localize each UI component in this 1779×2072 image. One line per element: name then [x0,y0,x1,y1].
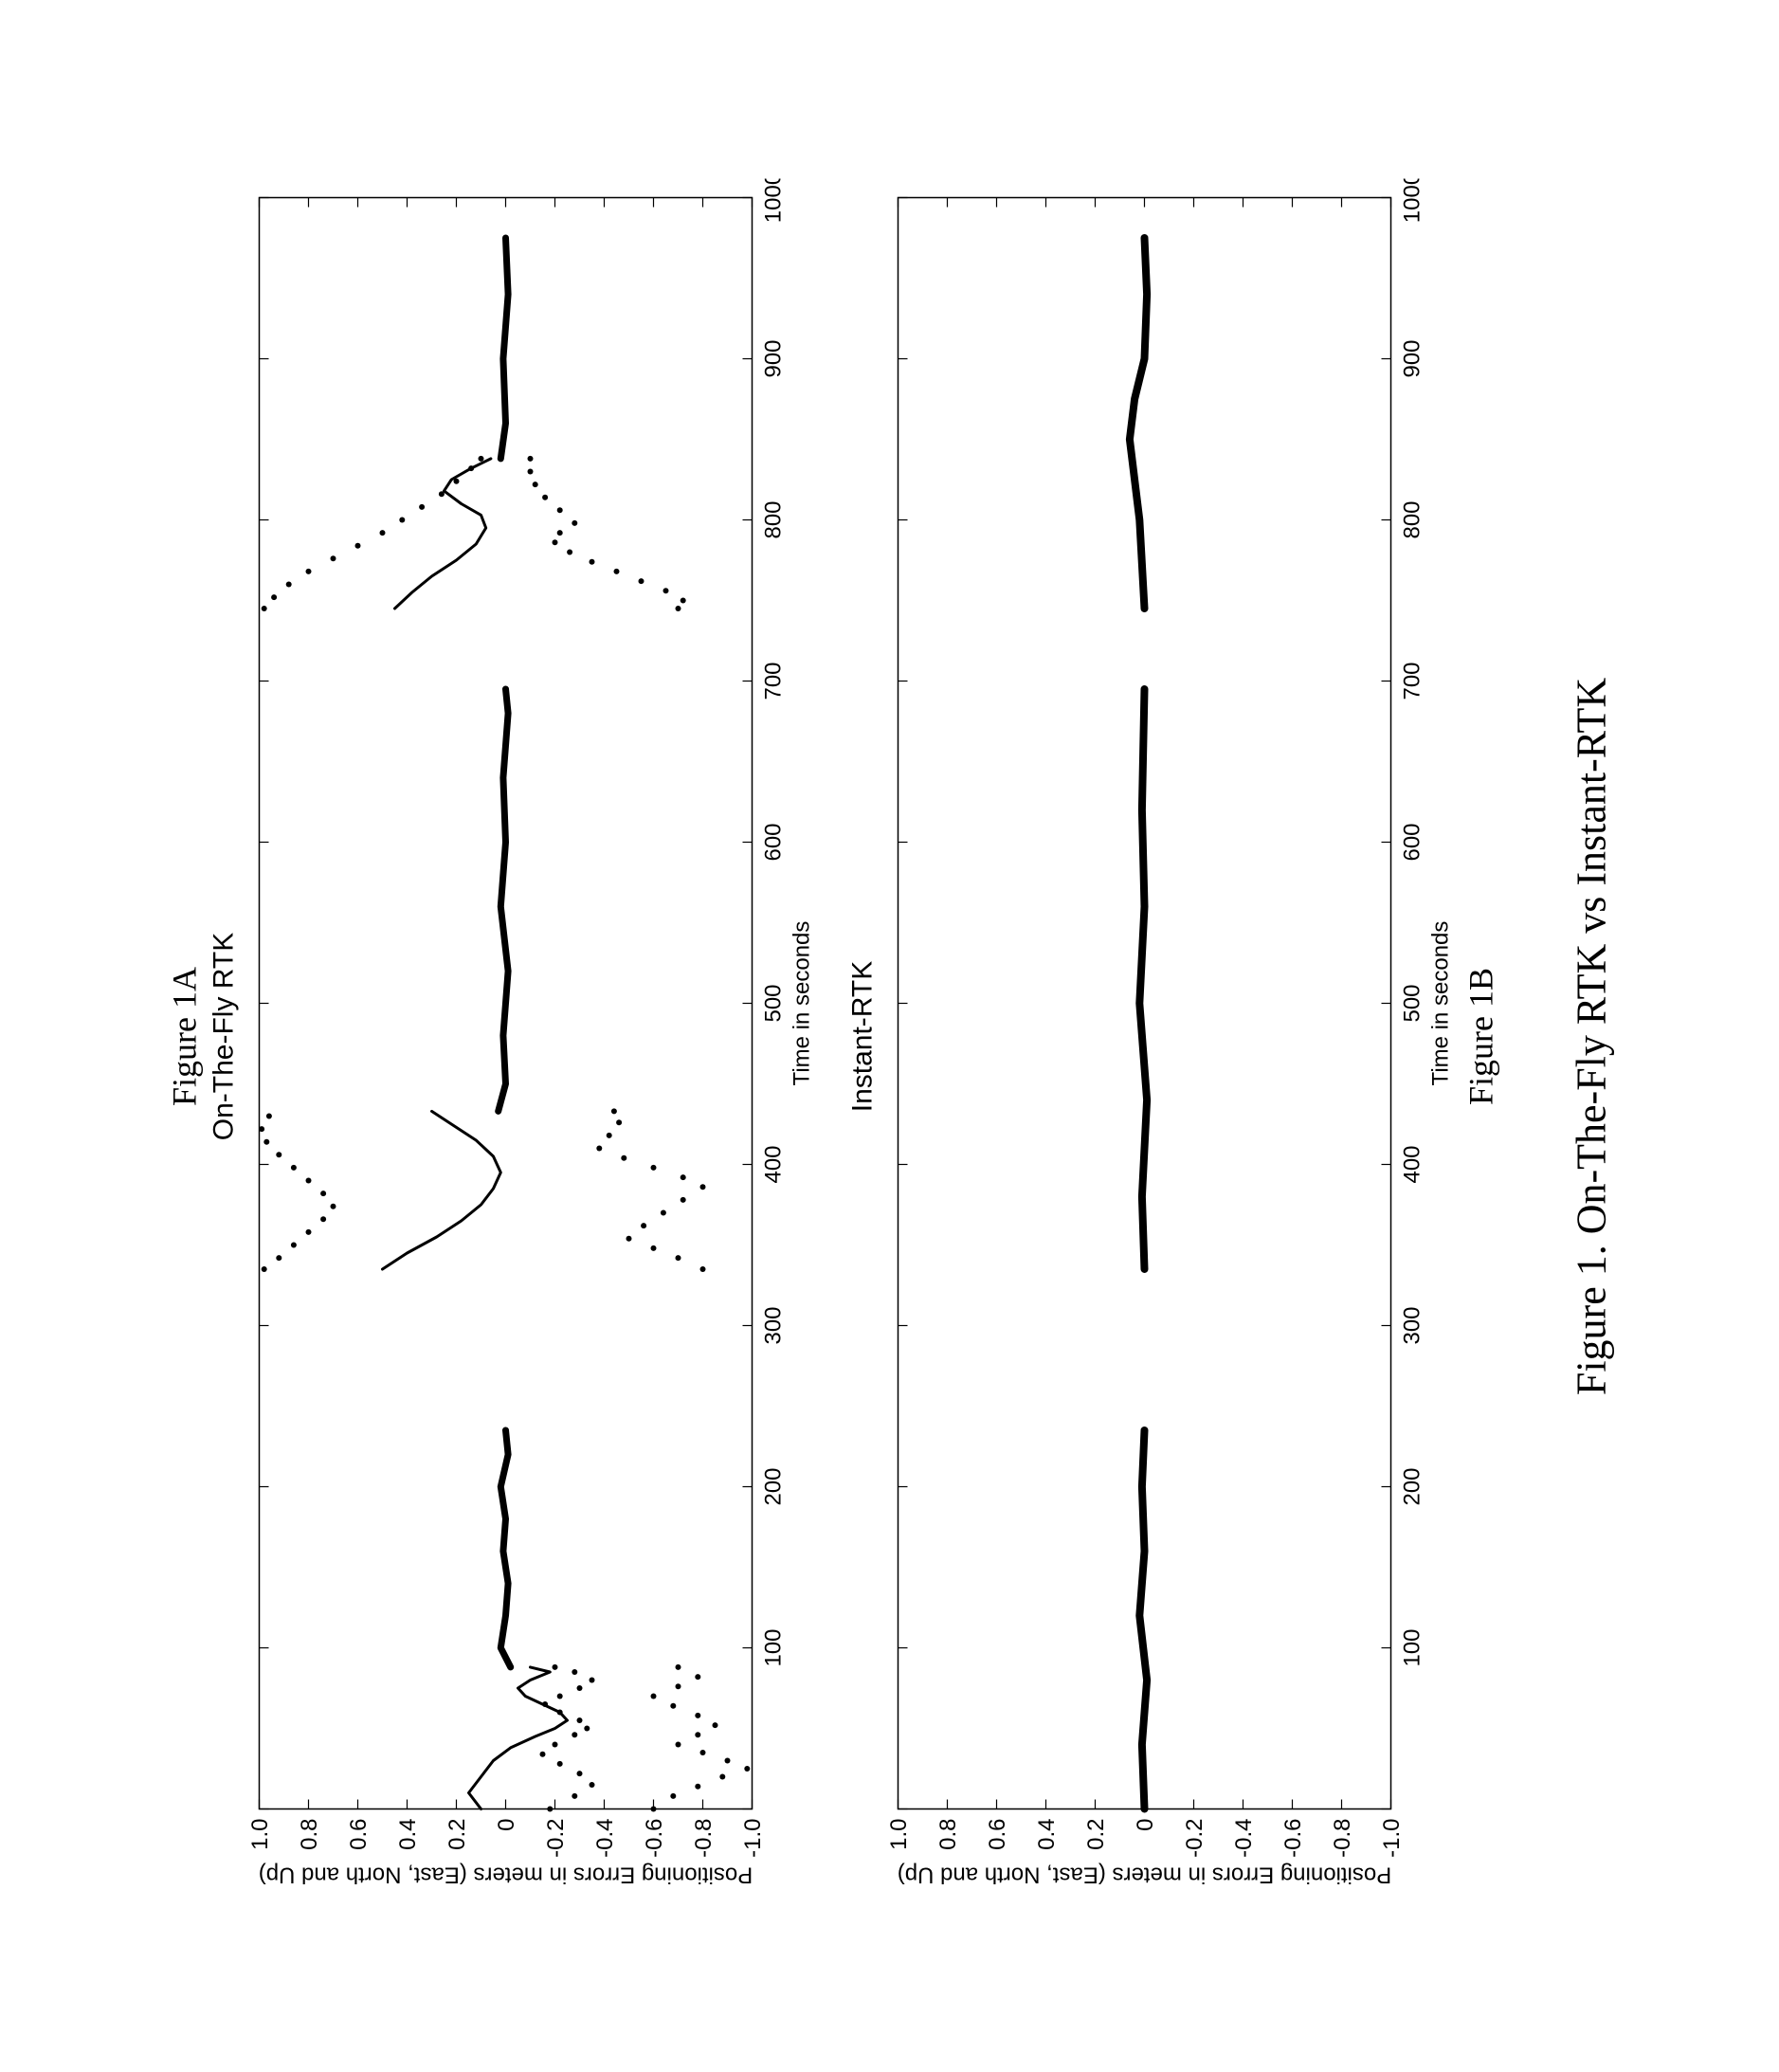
svg-text:100: 100 [760,1628,786,1666]
svg-text:600: 600 [760,823,786,861]
svg-text:0: 0 [493,1818,518,1830]
svg-text:Time in seconds: Time in seconds [1427,920,1453,1085]
svg-text:-0.4: -0.4 [591,1818,617,1857]
svg-text:-0.8: -0.8 [1329,1818,1354,1857]
svg-text:0.6: 0.6 [984,1818,1009,1849]
svg-text:Positioning Errors in meters (: Positioning Errors in meters (East, Nort… [258,1862,753,1887]
svg-text:700: 700 [760,662,786,700]
figure-1b-title: Instant-RTK [846,960,879,1112]
svg-text:600: 600 [1399,823,1425,861]
svg-text:1.0: 1.0 [885,1818,911,1849]
svg-text:0: 0 [1132,1818,1157,1830]
svg-text:700: 700 [1399,662,1425,700]
svg-text:-0.4: -0.4 [1230,1818,1256,1857]
svg-text:900: 900 [760,339,786,377]
figure-caption: Figure 1. On-The-Fly RTK vs Instant-RTK [1567,677,1615,1394]
svg-text:800: 800 [1399,500,1425,538]
svg-text:0.4: 0.4 [394,1818,420,1849]
svg-text:0.8: 0.8 [296,1818,321,1849]
svg-text:0.6: 0.6 [345,1818,371,1849]
svg-text:200: 200 [760,1467,786,1505]
svg-text:300: 300 [760,1306,786,1344]
svg-text:-0.8: -0.8 [690,1818,716,1857]
svg-text:0.2: 0.2 [444,1818,469,1849]
svg-text:-1.0: -1.0 [1378,1818,1404,1857]
svg-text:Time in seconds: Time in seconds [789,920,814,1085]
figure-1b-block: Instant-RTK 100 200 300 400 500 600 700 800 900 1… [846,178,1500,1894]
svg-text:0.8: 0.8 [935,1818,960,1849]
svg-text:100: 100 [1399,1628,1425,1666]
figure-1a-chart: 1002003004005006007008009001000-1.0-0.8-… [245,178,818,1894]
svg-text:400: 400 [760,1145,786,1183]
figure-1b-sub-label: Figure 1B [1461,968,1500,1105]
svg-text:500: 500 [1399,984,1425,1022]
svg-text:900: 900 [1399,339,1425,377]
svg-text:400: 400 [1399,1145,1425,1183]
svg-text:-0.6: -0.6 [641,1818,666,1857]
svg-text:0.2: 0.2 [1082,1818,1108,1849]
svg-text:-1.0: -1.0 [739,1818,765,1857]
svg-text:1000: 1000 [1399,178,1425,223]
figure-1a-block: Figure 1A On-The-Fly RTK 100 200 300 400 500… [164,178,818,1894]
svg-text:500: 500 [760,984,786,1022]
svg-text:0.4: 0.4 [1033,1818,1059,1849]
figure-1b-chart: 1002003004005006007008009001000-1.0-0.8-… [884,178,1457,1894]
svg-text:-0.2: -0.2 [1181,1818,1207,1857]
figure-1a-super-label: Figure 1A [164,967,204,1106]
svg-text:-0.6: -0.6 [1280,1818,1305,1857]
svg-text:1000: 1000 [760,178,786,223]
svg-text:Positioning Errors in meters (: Positioning Errors in meters (East, Nort… [897,1862,1391,1887]
svg-text:300: 300 [1399,1306,1425,1344]
figure-1a-title: On-The-Fly RTK [208,932,240,1139]
svg-text:200: 200 [1399,1467,1425,1505]
svg-text:1.0: 1.0 [246,1818,272,1849]
rotated-figure-group: Figure 1A On-The-Fly RTK 100 200 300 400 500… [38,178,1741,1894]
svg-text:-0.2: -0.2 [542,1818,568,1857]
page-root: Figure 1A On-The-Fly RTK 100 200 300 400 500… [38,38,1741,2034]
svg-text:800: 800 [760,500,786,538]
